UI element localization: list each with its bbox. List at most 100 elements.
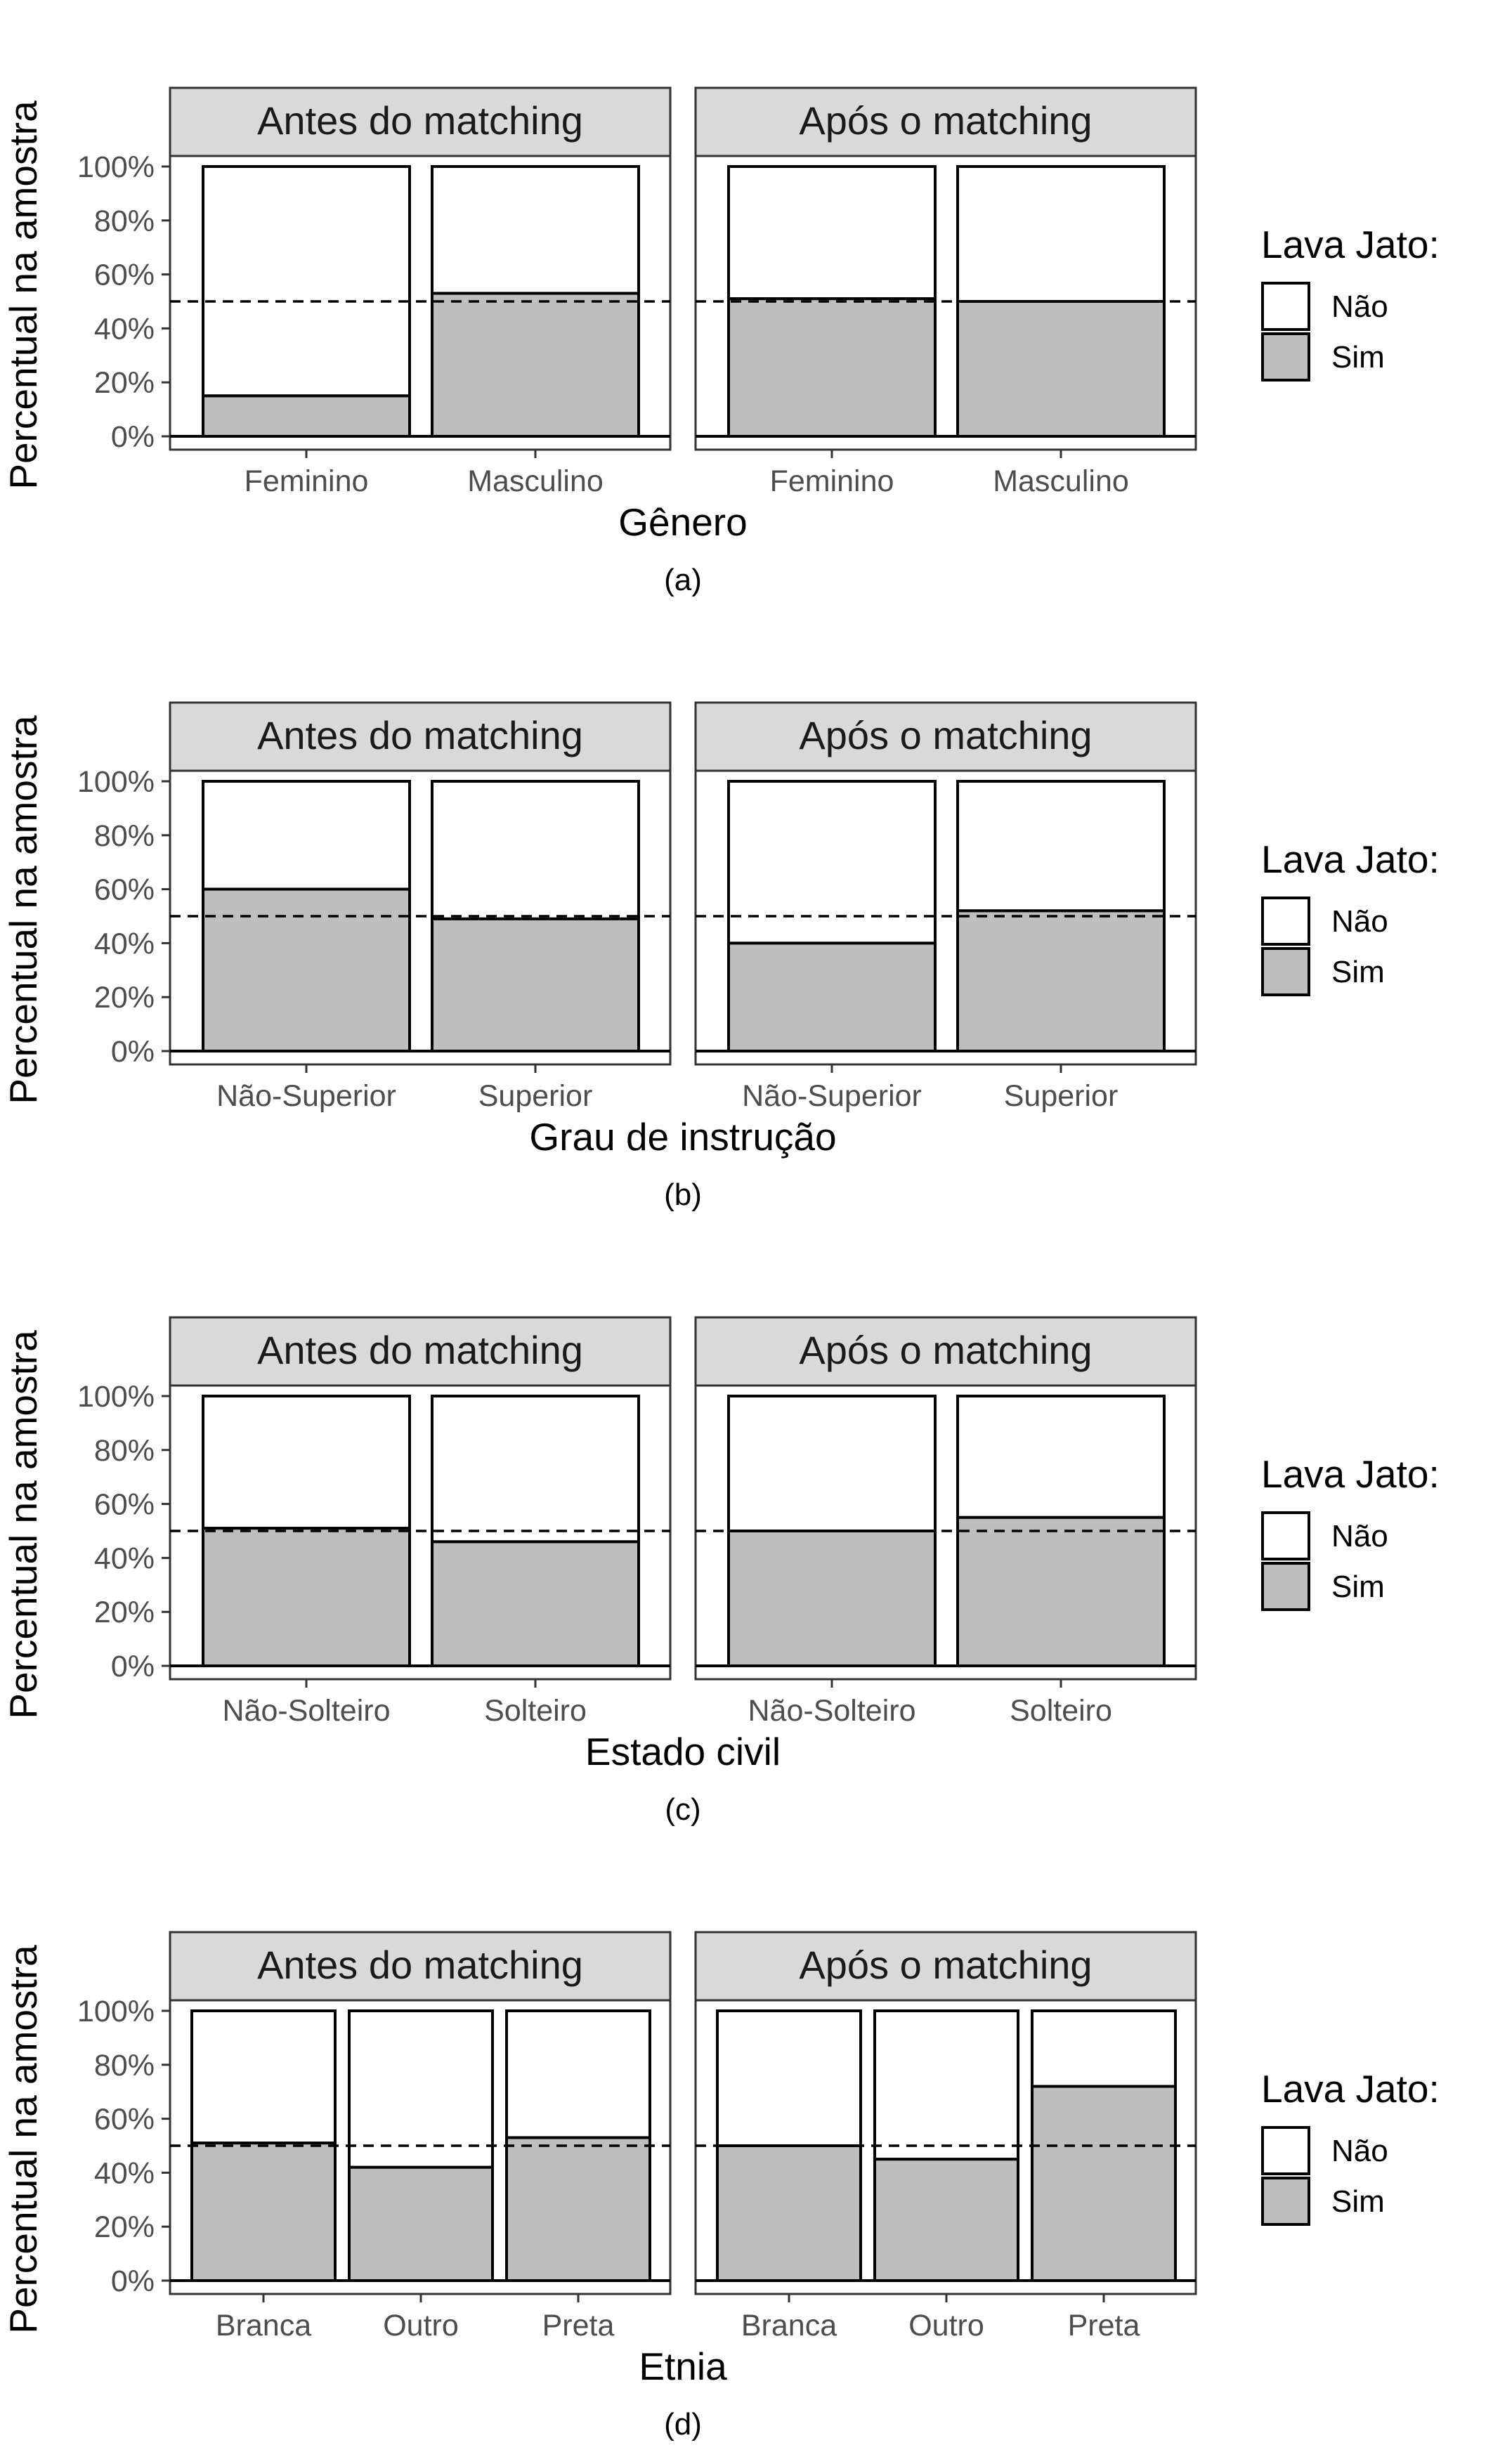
bar-segment-sim [727,297,937,438]
x-tick-label: Não-Solteiro [223,1694,391,1728]
x-axis-title: Gênero [618,500,747,544]
legend: Lava Jato: Não Sim [1261,837,1440,996]
legend-key-sim [1261,2177,1310,2226]
x-axis-title: Estado civil [585,1730,781,1773]
y-tick-label: 40% [94,1541,155,1575]
y-tick-label: 100% [77,1995,155,2028]
y-tick-label: 40% [94,312,155,346]
panel-0-1: Após o matching Feminino Masculino [694,86,1197,498]
legend: Lava Jato: Não Sim [1261,1452,1440,1611]
bar-segment-sim [348,2165,494,2282]
bar-segment-nao [202,1395,411,1530]
bar-segment-sim [956,909,1166,1052]
panel-strip [169,86,672,157]
legend-key-no [1261,897,1310,946]
y-tick-label: 60% [94,873,155,907]
bar-segment-nao [202,165,411,398]
bar-segment-sim [202,887,411,1052]
bar-segment-sim [716,2144,862,2282]
legend-label: Não [1331,904,1388,939]
legend-title: Lava Jato: [1261,1452,1440,1496]
panel-title: Após o matching [799,1328,1092,1372]
panel-2-0: Antes do matching Não-Solteiro Solteiro [169,1316,672,1728]
x-tick-label: Solteiro [1010,1694,1112,1728]
panel-2-1: Após o matching Não-Solteiro Solteiro [694,1316,1197,1728]
panel-strip [169,1931,672,2002]
panel-strip [694,1316,1197,1387]
bar-segment-nao [348,2009,494,2169]
y-tick-label: 0% [111,2264,155,2298]
x-tick-label: Preta [542,2309,615,2342]
figure-caption: (b) [664,1178,702,1212]
y-axis-title: Percentual na amostra [1,1330,45,1719]
legend-label: Não [1331,1519,1388,1553]
legend-key-sim [1261,332,1310,382]
y-tick-label: 20% [94,366,155,400]
y-axis-title: Percentual na amostra [1,1945,45,2334]
y-tick-label: 80% [94,2049,155,2082]
x-tick-label: Não-Superior [216,1079,396,1113]
x-tick-label: Superior [1004,1079,1119,1113]
x-tick-label: Preta [1068,2309,1140,2342]
chart-block-0: Antes do matching Feminino Masculino Após o… [1,86,1440,597]
legend-key-no [1261,282,1310,331]
panel-strip [169,701,672,772]
y-tick-label: 20% [94,1596,155,1629]
bar-segment-nao [431,165,640,295]
bar-segment-sim [956,300,1166,438]
y-tick-label: 60% [94,2103,155,2137]
x-tick-label: Não-Solteiro [748,1694,916,1728]
panel-title: Após o matching [799,98,1092,143]
panel-title: Após o matching [799,713,1092,757]
panel-title: Antes do matching [257,98,583,143]
x-tick-label: Branca [216,2309,311,2342]
bar-segment-nao [956,1395,1166,1519]
y-axis-title: Percentual na amostra [1,100,45,490]
y-tick-label: 100% [77,765,155,799]
legend-title: Lava Jato: [1261,223,1440,266]
x-tick-label: Feminino [770,464,894,498]
panel-strip [694,1931,1197,2002]
figure-caption: (c) [665,1792,700,1827]
y-tick-label: 100% [77,150,155,184]
legend: Lava Jato: Não Sim [1261,2067,1440,2226]
x-tick-label: Solteiro [484,1694,587,1728]
bar-segment-sim [873,2158,1019,2282]
y-axis-title: Percentual na amostra [1,715,45,1104]
bar-segment-nao [727,1395,937,1532]
panel-strip [694,86,1197,157]
x-tick-label: Masculino [467,464,604,498]
panel-title: Antes do matching [257,1328,583,1372]
panel-title: Antes do matching [257,713,583,757]
bar-segment-nao [1031,2009,1177,2088]
y-tick-label: 80% [94,1434,155,1468]
bar-segment-nao [727,165,937,301]
legend-label: Sim [1331,955,1385,989]
bar-segment-sim [505,2136,651,2282]
bar-segment-nao [716,2009,862,2147]
legend-key-sim [1261,1562,1310,1611]
bar-segment-nao [190,2009,337,2145]
bar-segment-nao [956,780,1166,913]
y-tick-label: 0% [111,1650,155,1683]
x-axis-title: Grau de instrução [529,1115,836,1159]
legend-label: Não [1331,289,1388,324]
legend-label: Sim [1331,2184,1385,2219]
y-tick-label: 0% [111,420,155,454]
figure-caption: (a) [664,563,702,597]
panel-3-0: Antes do matching Branca Outro Preta [169,1931,672,2342]
y-tick-label: 80% [94,819,155,853]
panel-1-1: Após o matching Não-Superior Superior [694,701,1197,1113]
bar-segment-sim [202,1527,411,1667]
y-tick-label: 20% [94,2210,155,2244]
bar-segment-sim [727,1530,937,1667]
bar-segment-nao [431,780,640,920]
panel-title: Antes do matching [257,1943,583,1987]
bar-segment-sim [956,1515,1166,1668]
y-tick-label: 80% [94,204,155,238]
x-tick-label: Não-Superior [742,1079,922,1113]
bar-segment-nao [873,2009,1019,2161]
bar-segment-sim [431,917,640,1052]
